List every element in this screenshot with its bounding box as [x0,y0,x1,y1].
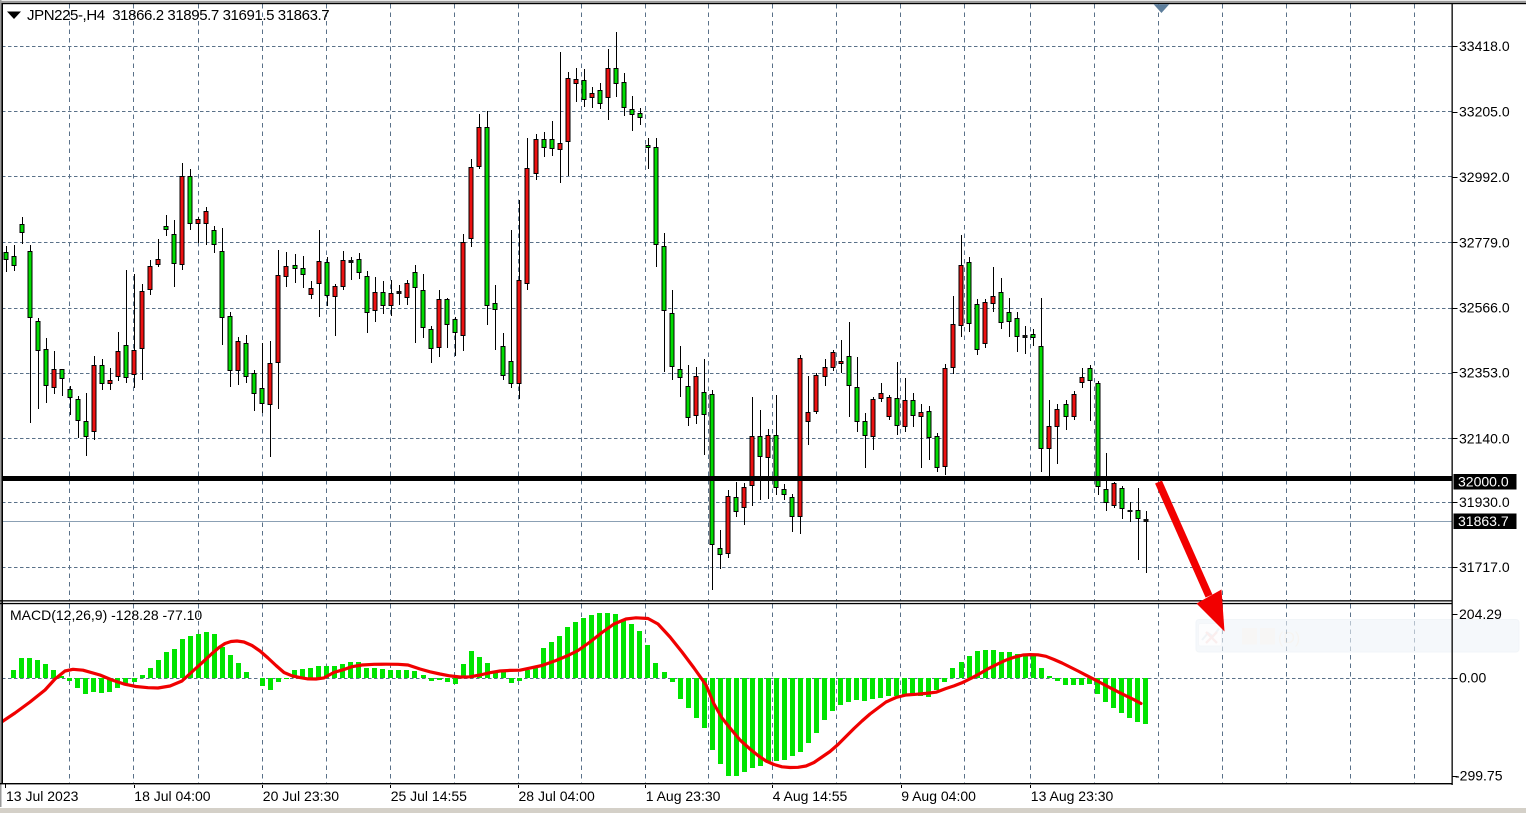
svg-text:0.00: 0.00 [1459,670,1486,686]
svg-text:31930.0: 31930.0 [1459,494,1510,510]
svg-text:33418.0: 33418.0 [1459,38,1510,54]
svg-text:13 Aug 23:30: 13 Aug 23:30 [1031,788,1114,804]
svg-text:32566.0: 32566.0 [1459,300,1510,316]
svg-text:33205.0: 33205.0 [1459,104,1510,120]
svg-text:28 Jul 04:00: 28 Jul 04:00 [519,788,595,804]
svg-text:18 Jul 04:00: 18 Jul 04:00 [134,788,210,804]
svg-text:9 Aug 04:00: 9 Aug 04:00 [901,788,976,804]
svg-text:32992.0: 32992.0 [1459,169,1510,185]
svg-text:MACD(12,26,9) -128.28 -77.10: MACD(12,26,9) -128.28 -77.10 [10,607,202,623]
svg-text:4 Aug 14:55: 4 Aug 14:55 [773,788,848,804]
svg-text:JPN225-,H4 31866.2 31895.7 31: JPN225-,H4 31866.2 31895.7 31691.5 31863… [27,7,329,24]
svg-text:31717.0: 31717.0 [1459,559,1510,575]
svg-text:13 Jul 2023: 13 Jul 2023 [6,788,79,804]
svg-text:1 Aug 23:30: 1 Aug 23:30 [646,788,721,804]
svg-text:32140.0: 32140.0 [1459,431,1510,447]
svg-text:31863.7: 31863.7 [1458,513,1509,529]
svg-text:(D): (D) [1278,630,1300,647]
svg-text:25 Jul 14:55: 25 Jul 14:55 [391,788,467,804]
svg-text:32779.0: 32779.0 [1459,235,1510,251]
svg-text:20 Jul 23:30: 20 Jul 23:30 [263,788,339,804]
svg-text:32353.0: 32353.0 [1459,365,1510,381]
svg-text:204.29: 204.29 [1459,606,1502,622]
svg-text:32000.0: 32000.0 [1458,474,1509,490]
svg-text:-299.75: -299.75 [1455,768,1503,784]
